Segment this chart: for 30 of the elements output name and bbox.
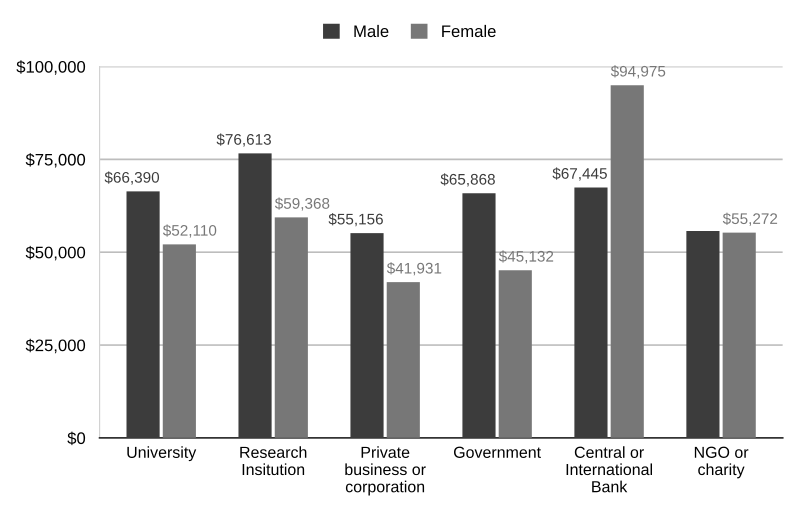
data-label: $94,975 xyxy=(610,65,666,78)
y-tick-label: $75,000 xyxy=(26,153,86,168)
bar xyxy=(274,217,308,438)
x-tick-label: University xyxy=(127,446,196,462)
data-label: $65,868 xyxy=(440,173,495,187)
x-tick-label: Central or International Bank xyxy=(566,446,652,492)
y-tick-label: $0 xyxy=(67,432,86,446)
y-tick-label: $25,000 xyxy=(26,338,86,354)
data-label: $76,613 xyxy=(216,133,271,147)
data-label: $45,132 xyxy=(498,250,554,264)
x-tick-label: Private business or corporation xyxy=(345,446,426,496)
data-label: $55,156 xyxy=(328,213,383,226)
x-tick-label: NGO or charity xyxy=(694,446,748,478)
data-label: $59,368 xyxy=(274,197,330,211)
data-label: $41,931 xyxy=(386,262,442,276)
bar xyxy=(610,85,644,438)
bar xyxy=(498,270,532,438)
y-tick-label: $50,000 xyxy=(26,246,86,260)
data-label: $67,445 xyxy=(552,167,607,181)
data-label: $52,110 xyxy=(162,224,216,238)
legend-label: Female xyxy=(442,24,496,38)
x-tick-label: Government xyxy=(454,446,541,458)
legend-label: Male xyxy=(354,24,388,38)
bar xyxy=(386,282,420,438)
data-label: $66,390 xyxy=(104,171,160,185)
x-tick-label: Research Insitution xyxy=(240,446,306,476)
bar xyxy=(162,244,196,438)
y-tick-label: $100,000 xyxy=(16,60,86,75)
bar xyxy=(722,232,756,438)
data-label: $55,272 xyxy=(722,212,778,226)
